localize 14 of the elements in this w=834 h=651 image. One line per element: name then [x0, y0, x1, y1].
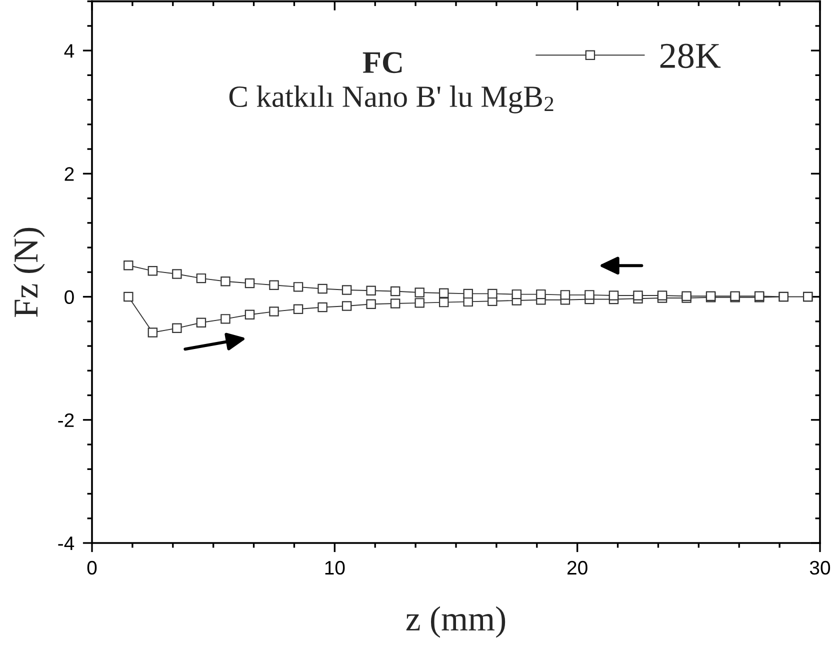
- y-tick-label: 0: [64, 290, 74, 304]
- y-tick-label: 4: [64, 44, 74, 58]
- y-tick-label: -4: [58, 536, 74, 550]
- x-tick-label: 30: [810, 560, 830, 575]
- x-tick-label: 20: [568, 560, 588, 575]
- y-tick-label: 2: [64, 167, 74, 181]
- x-tick-label: 0: [87, 560, 97, 575]
- y-axis-title: Fz (N): [13, 228, 45, 317]
- x-tick-label: 10: [325, 560, 345, 575]
- annotation: C katkılı Nano B' lu MgB$_{2}$: [229, 86, 554, 114]
- legend-label: 28K: [660, 44, 721, 68]
- annotation: FC: [362, 52, 402, 74]
- y-tick-label: -2: [58, 413, 74, 427]
- x-axis-title: z (mm): [406, 606, 506, 638]
